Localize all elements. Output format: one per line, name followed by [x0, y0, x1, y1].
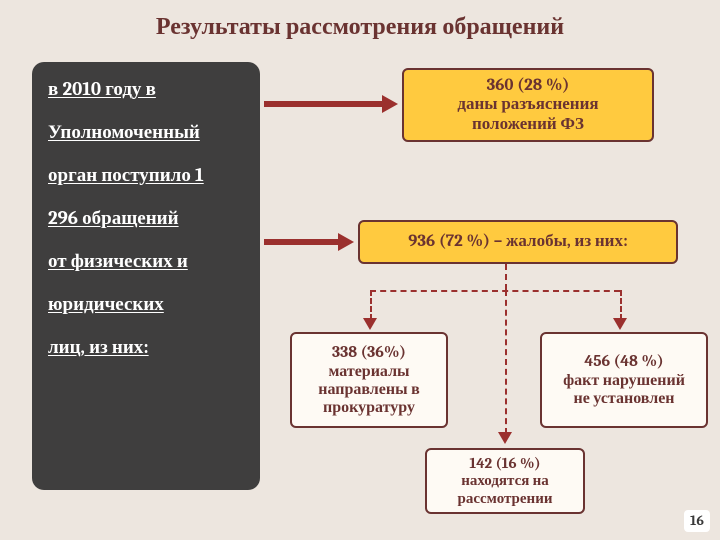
- dashed-center-head: [498, 432, 512, 444]
- box-top-line3: положений ФЗ: [472, 115, 584, 135]
- dashed-center-down: [505, 290, 507, 434]
- box-clarifications: 360 (28 %) даны разъяснения положений ФЗ: [402, 68, 654, 142]
- dashed-right-head: [613, 318, 627, 330]
- dashed-left-head: [363, 318, 377, 330]
- slide: Результаты рассмотрения обращений в 2010…: [0, 0, 720, 540]
- left-line-1: в 2010 году в: [48, 80, 244, 100]
- box-prosecutor: 338 (36%) материалы направлены в прокура…: [290, 332, 448, 428]
- box-bl-l4: прокуратуру: [323, 398, 415, 416]
- box-bc-l2: находятся на: [461, 472, 549, 489]
- box-bl-l1: 338 (36%): [332, 343, 406, 361]
- box-bl-l2: материалы: [328, 362, 409, 380]
- box-mid-text: 936 (72 %) – жалобы, из них:: [408, 232, 628, 252]
- dashed-branch-top: [370, 290, 620, 292]
- box-bc-l1: 142 (16 %): [469, 455, 540, 472]
- box-bc-l3: рассмотрении: [458, 490, 553, 507]
- dashed-right-down: [620, 290, 622, 320]
- left-panel: в 2010 году в Уполномоченный орган посту…: [32, 62, 260, 490]
- box-top-line1: 360 (28 %): [487, 76, 570, 96]
- box-complaints: 936 (72 %) – жалобы, из них:: [358, 220, 678, 264]
- dashed-stem: [505, 264, 507, 290]
- box-br-l3: не установлен: [573, 389, 674, 407]
- slide-title: Результаты рассмотрения обращений: [0, 12, 720, 41]
- box-br-l2: факт нарушений: [563, 371, 685, 389]
- dashed-left-down: [370, 290, 372, 320]
- left-line-6: юридических: [48, 295, 244, 315]
- left-line-5: от физических и: [48, 252, 244, 272]
- left-line-7: лиц, из них:: [48, 338, 244, 358]
- box-noviolation: 456 (48 %) факт нарушений не установлен: [540, 332, 708, 428]
- box-bl-l3: направлены в: [318, 380, 420, 398]
- left-line-4: 296 обращений: [48, 209, 244, 229]
- left-line-2: Уполномоченный: [48, 123, 244, 143]
- box-top-line2: даны разъяснения: [457, 95, 598, 115]
- page-number: 16: [684, 510, 710, 532]
- box-br-l1: 456 (48 %): [584, 352, 663, 370]
- left-line-3: орган поступило 1: [48, 166, 244, 186]
- box-pending: 142 (16 %) находятся на рассмотрении: [425, 448, 585, 514]
